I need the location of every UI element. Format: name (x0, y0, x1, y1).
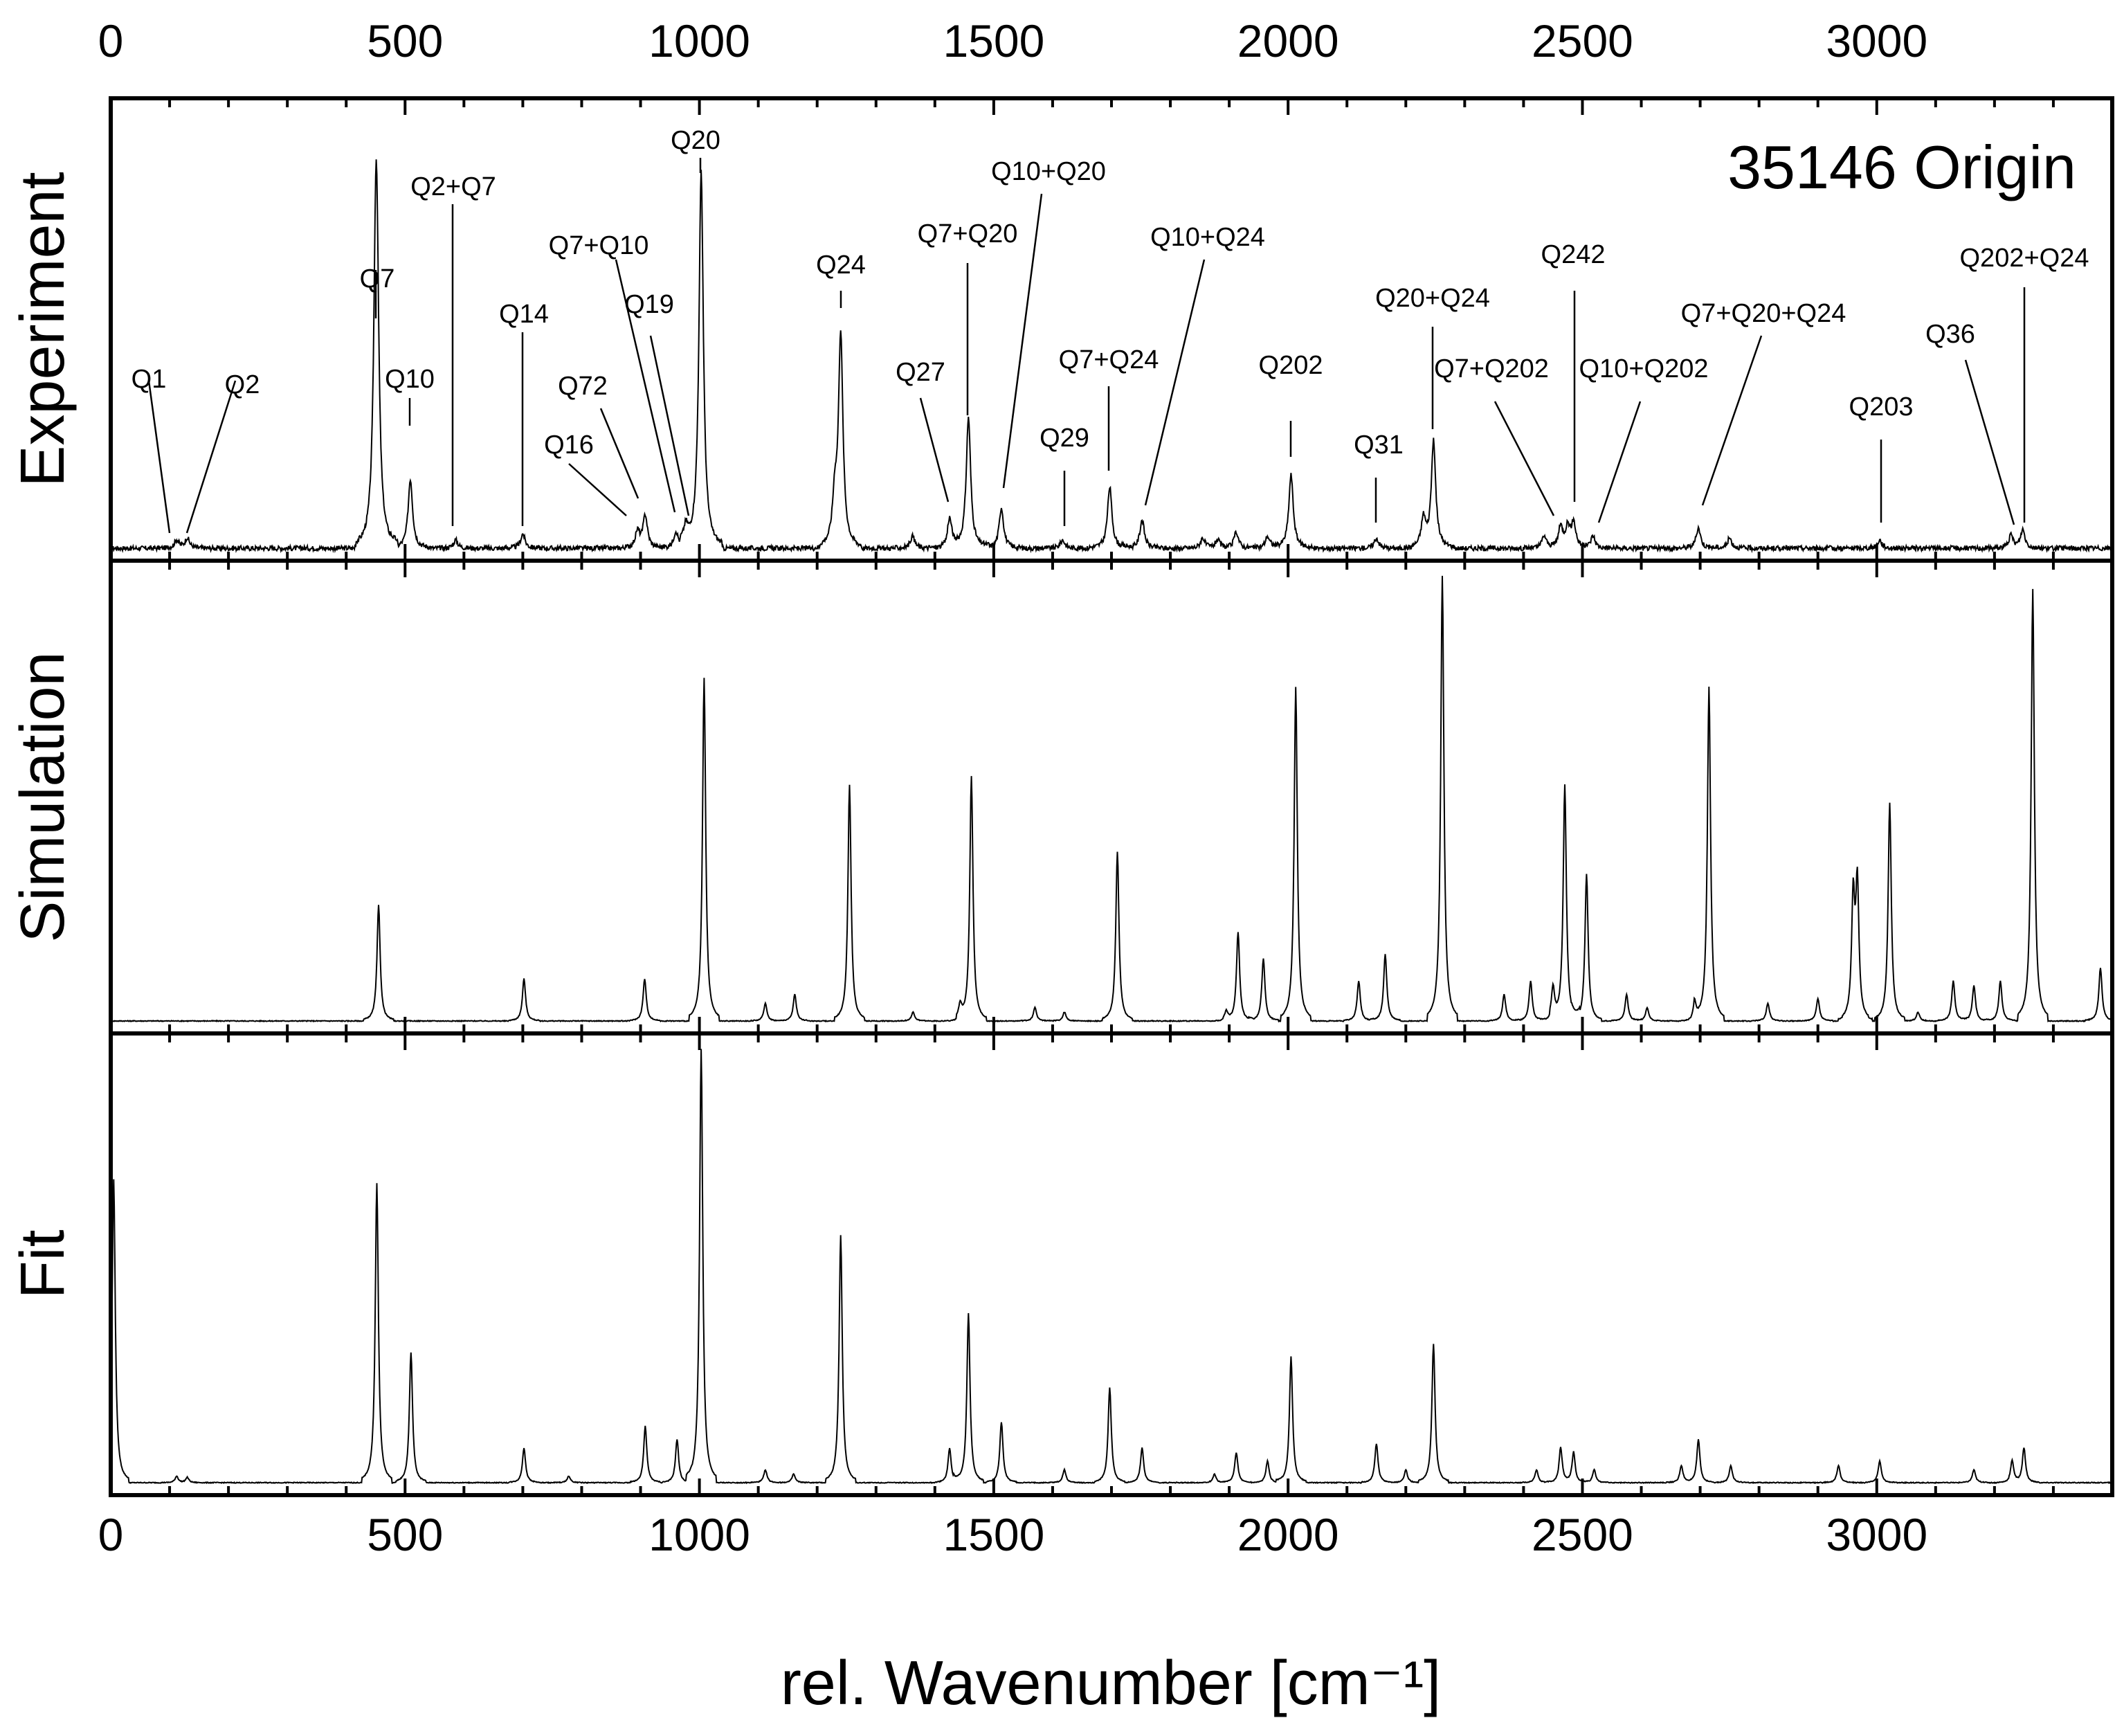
leader-line-q36 (1964, 359, 2015, 525)
annotation-q10-plus-q20: Q10+Q20 (991, 157, 1106, 186)
x-tick-label-bottom-1500: 1500 (943, 1509, 1044, 1560)
leader-line-q10-plus-q24 (1144, 259, 1206, 506)
x-tick-label-bottom-2500: 2500 (1532, 1509, 1633, 1560)
annotation-q202-plus-q24: Q202+Q24 (1960, 244, 2089, 273)
spectrum-line-experiment (110, 159, 2113, 554)
annotation-q24: Q24 (816, 251, 866, 280)
ticks: 0 0 500 500 1000 1000 1500 1500 2000 2000 2500 2500… (98, 15, 2114, 1560)
x-tick-label-top-1500: 1500 (943, 15, 1044, 66)
annotation-q20: Q20 (671, 126, 720, 155)
y-axis-title-fit: Fit (8, 1230, 78, 1299)
leader-line-q7-plus-q20-plus-q24 (1701, 335, 1763, 506)
x-tick-label-top-2000: 2000 (1237, 15, 1339, 66)
annotation-q10-plus-q24: Q10+Q24 (1150, 223, 1265, 252)
leader-line-q10-plus-q202 (1597, 401, 1642, 523)
annotation-q7: Q7 (360, 264, 395, 293)
annotation-q31: Q31 (1354, 431, 1404, 460)
annotation-q7-plus-q202: Q7+Q202 (1434, 354, 1549, 383)
spectrum-line-simulation (110, 575, 2113, 1023)
annotation-q14: Q14 (499, 300, 549, 329)
peak-annotations: Q1 Q2 Q7 Q10 Q2+Q7 Q14 Q16 Q72 Q7+Q10 Q19 Q20 Q24 Q2… (131, 126, 2089, 534)
annotation-q2: Q2 (225, 370, 260, 399)
leader-line-q7-plus-q10 (615, 259, 676, 513)
x-tick-label-top-2500: 2500 (1532, 15, 1633, 66)
annotation-q10-plus-q202: Q10+Q202 (1579, 354, 1709, 383)
x-tick-label-bottom-1000: 1000 (648, 1509, 750, 1560)
annotation-q20-plus-q24: Q20+Q24 (1375, 284, 1490, 313)
annotation-q29: Q29 (1040, 424, 1089, 453)
annotation-q16: Q16 (544, 431, 594, 460)
x-tick-label-bottom-0: 0 (98, 1509, 124, 1560)
spectrum-line-fit (110, 1049, 2113, 1485)
x-tick-label-bottom-2000: 2000 (1237, 1509, 1339, 1560)
annotation-q1: Q1 (131, 365, 167, 394)
annotation-q19: Q19 (624, 290, 674, 319)
leader-line-q27 (919, 397, 950, 503)
x-axis-title: rel. Wavenumber [cm⁻¹] (781, 1649, 1441, 1718)
annotation-q27: Q27 (896, 358, 945, 387)
x-tick-label-bottom-3000: 3000 (1826, 1509, 1927, 1560)
leader-line-q2 (185, 380, 237, 534)
chart-title: 35146 Origin (1727, 133, 2076, 201)
annotation-q36: Q36 (1925, 320, 1975, 349)
annotation-q10: Q10 (385, 365, 435, 394)
x-tick-label-top-500: 500 (367, 15, 443, 66)
x-tick-label-top-3000: 3000 (1826, 15, 1927, 66)
annotation-q72: Q72 (558, 372, 608, 401)
leader-line-q1 (147, 380, 171, 534)
y-axis-title-experiment: Experiment (8, 172, 78, 487)
annotation-q7-plus-q20: Q7+Q20 (918, 219, 1018, 248)
x-tick-label-top-0: 0 (98, 15, 124, 66)
panel-frame-simulation (109, 559, 2114, 1036)
x-tick-label-bottom-500: 500 (367, 1509, 443, 1560)
annotation-q203: Q203 (1849, 392, 1914, 422)
annotation-q202: Q202 (1259, 351, 1323, 380)
leader-line-q16 (568, 463, 627, 516)
y-axis-title-simulation: Simulation (8, 651, 78, 942)
leader-line-q10-plus-q20 (1002, 193, 1043, 489)
x-tick-label-top-1000: 1000 (648, 15, 750, 66)
annotation-q2-plus-q7: Q2+Q7 (410, 172, 496, 201)
annotation-q7-plus-q10: Q7+Q10 (549, 231, 649, 260)
annotation-q242: Q242 (1541, 240, 1606, 269)
annotation-q7-plus-q24: Q7+Q24 (1059, 345, 1159, 374)
leader-line-q19 (649, 335, 690, 516)
leader-line-q7-plus-q202 (1494, 401, 1555, 516)
annotation-q7-plus-q20-plus-q24: Q7+Q20+Q24 (1681, 299, 1846, 328)
leader-line-q72 (599, 408, 639, 499)
